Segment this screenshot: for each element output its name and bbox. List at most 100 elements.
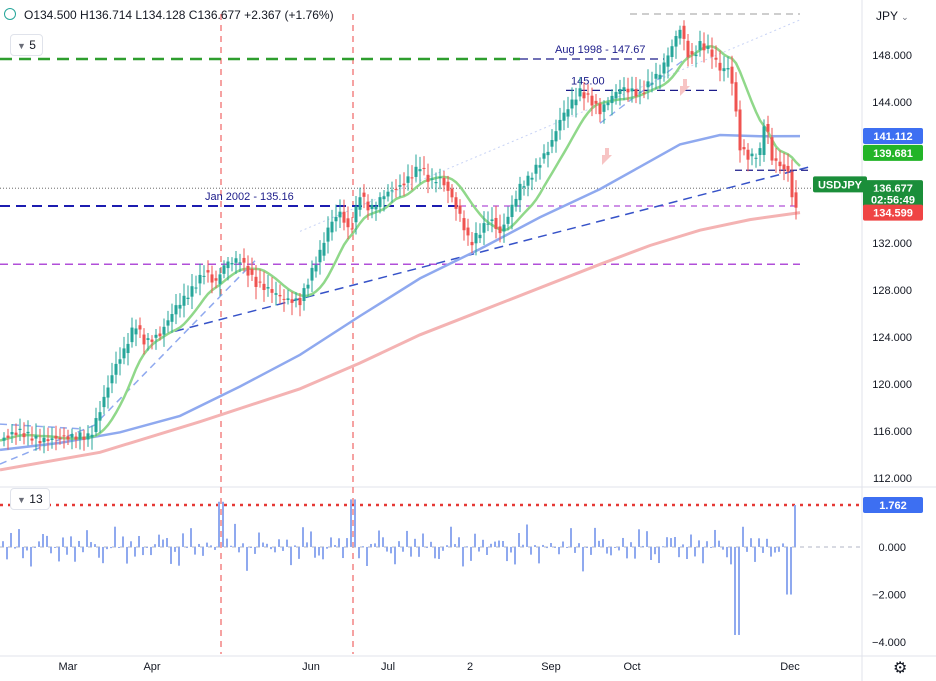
price-tag-label: 141.112 — [873, 131, 912, 143]
candle-body — [30, 438, 34, 441]
osc-bar — [78, 540, 80, 547]
osc-bar — [214, 546, 216, 550]
osc-bar — [510, 546, 512, 553]
candle-body — [574, 99, 578, 106]
osc-bar — [182, 533, 184, 547]
candle-body — [654, 73, 658, 79]
osc-bar — [578, 543, 580, 547]
osc-bar — [390, 546, 392, 554]
candle-body — [642, 92, 646, 94]
osc-bar — [394, 546, 396, 565]
osc-bar — [646, 531, 648, 547]
osc-bar — [374, 543, 376, 547]
moving-average-toggle[interactable]: ▼ 5 — [10, 34, 43, 56]
candle-body — [662, 62, 666, 74]
time-axis-tick-label: Mar — [59, 661, 78, 673]
candle-body — [454, 197, 458, 209]
candle-body — [714, 57, 718, 60]
osc-bar — [14, 546, 16, 549]
candle-body — [702, 43, 706, 51]
trendline-faint — [299, 19, 801, 232]
osc-bar — [218, 501, 220, 547]
candle-body — [118, 359, 122, 364]
osc-bar — [122, 536, 124, 547]
osc-bar — [642, 545, 644, 547]
candle-body — [786, 165, 790, 172]
candle-body — [438, 177, 442, 179]
candle-body — [246, 265, 250, 276]
candle-body — [762, 126, 766, 155]
price-tag — [813, 176, 867, 193]
candle-body — [146, 338, 150, 340]
annotation-jan-2002: Jan 2002 - 135.16 — [205, 191, 294, 203]
candle-body — [434, 181, 438, 184]
candle-body — [718, 62, 722, 71]
osc-bar — [286, 539, 288, 547]
price-tag — [863, 191, 923, 208]
osc-bar — [686, 546, 688, 560]
osc-bar — [54, 546, 56, 548]
osc-bar — [226, 538, 228, 547]
candle-body — [686, 40, 690, 58]
osc-bar — [118, 546, 120, 548]
osc-bar — [674, 536, 676, 547]
ohlc-readout: O134.500 H136.714 L134.128 C136.677 +2.3… — [24, 8, 334, 22]
candle-body — [450, 188, 454, 198]
candle-body — [162, 326, 166, 335]
price-tag — [863, 128, 923, 145]
osc-bar — [538, 546, 540, 564]
candle-body — [22, 433, 26, 438]
candle-body — [778, 161, 782, 167]
osc-bar — [474, 533, 476, 547]
osc-bar — [190, 528, 192, 547]
osc-bar — [562, 541, 564, 547]
osc-bar — [638, 529, 640, 547]
osc-bar — [90, 542, 92, 547]
price-axis-tick-label: 112.000 — [873, 473, 912, 485]
trendline-early-top — [0, 423, 81, 430]
osc-bar — [398, 541, 400, 547]
candle-body — [182, 295, 186, 306]
osc-bar — [626, 546, 628, 559]
settings-gear-icon[interactable]: ⚙ — [893, 660, 908, 677]
osc-bar — [430, 541, 432, 547]
candle-body — [770, 137, 774, 161]
osc-bar — [682, 544, 684, 547]
up-arrow-marker — [680, 79, 690, 96]
osc-bar — [346, 538, 348, 547]
candle-body — [254, 276, 258, 287]
osc-bar — [322, 546, 324, 560]
candle-body — [658, 74, 662, 79]
candle-body — [178, 304, 182, 309]
candle-body — [510, 204, 514, 218]
osc-bar — [454, 544, 456, 547]
osc-bar — [742, 526, 744, 547]
osc-bar — [26, 546, 28, 551]
osc-bar — [734, 546, 736, 635]
candle-body — [414, 166, 418, 177]
candle-body — [174, 305, 178, 315]
candle-body — [738, 109, 742, 151]
osc-bar — [714, 529, 716, 547]
candle-body — [74, 436, 78, 440]
candle-body — [734, 82, 738, 112]
candle-body — [550, 140, 554, 147]
candle-body — [430, 178, 434, 180]
candle-body — [10, 432, 14, 435]
oscillator-toggle[interactable]: ▼ 13 — [10, 488, 50, 510]
oscillator-count: 13 — [29, 492, 43, 506]
candle-body — [154, 334, 158, 338]
osc-bar — [58, 546, 60, 562]
osc-bar — [38, 541, 40, 547]
candle-body — [310, 267, 314, 281]
candle-body — [350, 228, 354, 230]
currency-selector[interactable]: JPY ⌄ — [876, 9, 909, 23]
osc-bar — [434, 546, 436, 559]
osc-value-label: 1.762 — [879, 500, 907, 512]
candle-body — [262, 283, 266, 291]
osc-bar — [630, 542, 632, 547]
osc-bar — [546, 546, 548, 549]
candle-body — [614, 92, 618, 99]
osc-bar — [330, 537, 332, 547]
